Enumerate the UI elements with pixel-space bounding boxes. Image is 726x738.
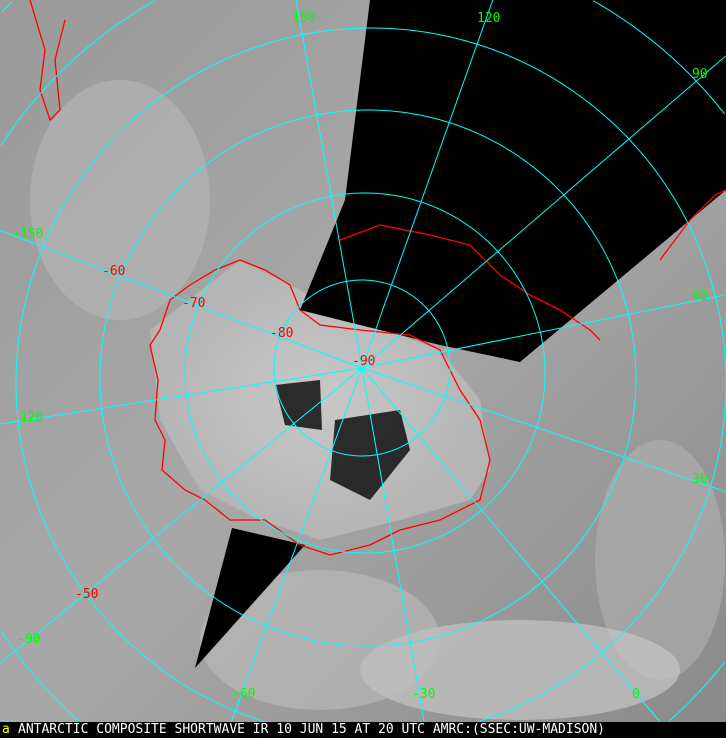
longitude-line	[361, 0, 494, 369]
latitude-label: -60	[102, 264, 125, 279]
longitude-label: 150	[292, 11, 315, 26]
latitude-label: -90	[352, 354, 375, 369]
latitude-circle	[15, 27, 726, 722]
longitude-line	[361, 367, 425, 722]
latitude-circle	[477, 383, 726, 722]
longitude-label: 0	[632, 687, 640, 702]
latitude-circle	[668, 661, 726, 722]
africa-coastline	[659, 189, 726, 261]
longitude-line	[230, 367, 363, 722]
longitude-line	[361, 367, 726, 493]
longitude-line	[361, 55, 726, 369]
new-zealand-coastline	[29, 0, 66, 122]
no-data-wedge	[195, 528, 305, 668]
longitude-label: 30	[692, 472, 708, 487]
australia-coastline	[339, 224, 601, 341]
longitude-line	[0, 229, 363, 369]
latitude-circle	[0, 0, 156, 146]
cloud-band	[360, 620, 680, 720]
longitude-label: 120	[477, 11, 500, 26]
latitude-label: -70	[182, 296, 205, 311]
data-gap	[275, 380, 410, 500]
lat-lon-grid	[0, 0, 726, 722]
latitude-label: -50	[75, 587, 98, 602]
latitude-circle	[0, 630, 80, 722]
no-data-wedge	[300, 0, 726, 362]
longitude-line	[0, 367, 363, 425]
latitude-circle	[592, 0, 726, 115]
longitude-line	[361, 367, 661, 722]
antarctica-coastline	[149, 259, 491, 556]
longitude-line	[295, 0, 363, 369]
latitude-circle	[99, 109, 637, 647]
longitude-label: -30	[412, 687, 435, 702]
longitude-label: 60	[692, 289, 708, 304]
image-caption: ANTARCTIC COMPOSITE SHORTWAVE IR 10 JUN …	[0, 722, 726, 738]
logo-mark: a	[2, 722, 10, 737]
longitude-label: -90	[17, 632, 40, 647]
longitude-label: -60	[232, 687, 255, 702]
longitude-label: -120	[12, 410, 43, 425]
latitude-label: -80	[270, 326, 293, 341]
latitude-circle	[273, 279, 451, 457]
cloud-band	[595, 440, 725, 680]
longitude-line	[0, 367, 363, 664]
longitude-line	[361, 294, 726, 369]
longitude-label: -150	[12, 227, 43, 242]
cloud-band	[30, 80, 210, 320]
longitude-label: 90	[692, 67, 708, 82]
cloud-band	[200, 570, 440, 710]
latitude-circle	[184, 192, 546, 554]
map-canvas: 150 120 90 60 30 0 -30 -60 -90 -120 -150 -50 -60 -70 -…	[0, 0, 726, 722]
latitude-circle	[1, 1, 13, 12]
